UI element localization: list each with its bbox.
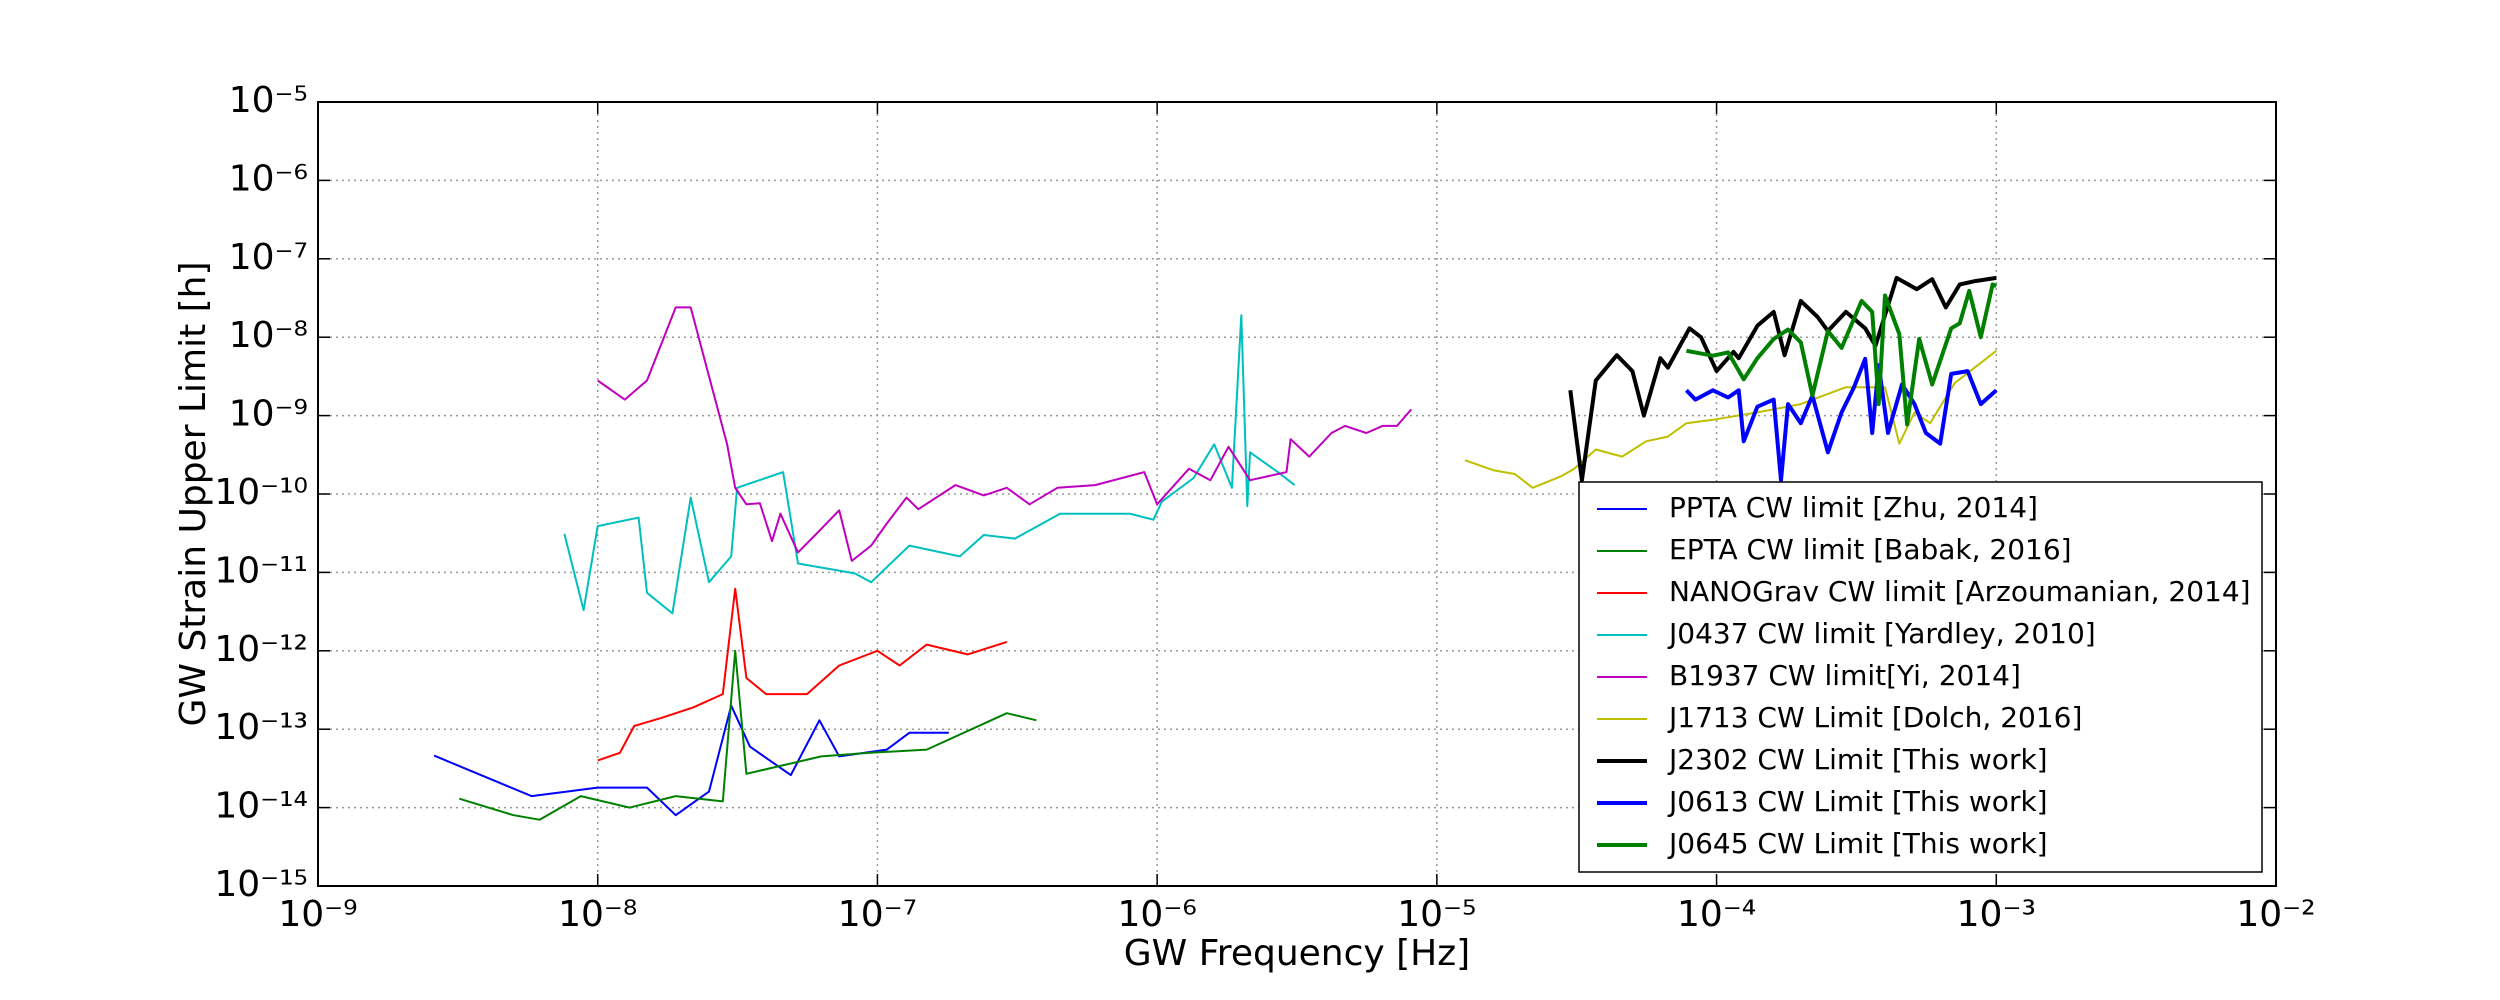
x-tick-label: 10⁻⁵ — [1397, 894, 1476, 935]
y-tick-label: 10⁻¹¹ — [214, 550, 308, 591]
series-line — [1684, 356, 1998, 483]
x-tick-label: 10⁻³ — [1957, 894, 2036, 935]
x-tick-label: 10⁻⁸ — [558, 894, 637, 935]
y-tick-label: 10⁻¹⁰ — [214, 472, 308, 513]
y-tick-label: 10⁻⁸ — [229, 315, 308, 356]
y-tick-label: 10⁻¹² — [214, 629, 308, 670]
legend-box — [1578, 481, 2263, 873]
plot-frame — [317, 101, 2277, 887]
legend-label: EPTA CW limit [Babak, 2016] — [1669, 533, 2072, 566]
legend-label: J1713 CW Limit [Dolch, 2016] — [1667, 701, 2082, 734]
y-tick-label: 10⁻⁹ — [229, 394, 308, 435]
series-line — [1464, 350, 1997, 489]
legend-label: B1937 CW limit[Yi, 2014] — [1669, 659, 2021, 692]
y-axis-label: GW Strain Upper Limit [h] — [173, 261, 214, 726]
y-tick-label: 10⁻¹³ — [214, 707, 308, 748]
x-tick-label: 10⁻⁴ — [1677, 894, 1756, 935]
legend-label: J0437 CW limit [Yardley, 2010] — [1667, 617, 2096, 650]
y-tick-label: 10⁻⁶ — [229, 158, 308, 199]
series-line — [459, 649, 1037, 821]
legend: PPTA CW limit [Zhu, 2014] EPTA CW limit [… — [1578, 481, 2263, 873]
series-line — [1686, 282, 1998, 427]
x-axis-label: GW Frequency [Hz] — [1124, 933, 1470, 974]
x-tick-label: 10⁻⁷ — [838, 894, 917, 935]
series-line — [1568, 275, 1997, 483]
series-line — [597, 306, 1413, 562]
y-tick-label: 10⁻¹⁴ — [214, 786, 308, 827]
series-line — [597, 587, 1008, 762]
y-tick-label: 10⁻⁵ — [229, 80, 308, 121]
y-tick-label: 10⁻¹⁵ — [214, 864, 308, 905]
legend-label: NANOGrav CW limit [Arzoumanian, 2014] — [1669, 575, 2251, 608]
legend-label: J0645 CW Limit [This work] — [1667, 827, 2048, 860]
series-line — [563, 314, 1296, 615]
legend-label: PPTA CW limit [Zhu, 2014] — [1669, 491, 2038, 524]
x-tick-label: 10⁻⁶ — [1118, 894, 1197, 935]
x-tick-label: 10⁻⁹ — [278, 894, 357, 935]
legend-label: J0613 CW Limit [This work] — [1667, 785, 2048, 818]
x-tick-label: 10⁻² — [2236, 894, 2315, 935]
series-line — [433, 704, 949, 817]
legend-label: J2302 CW Limit [This work] — [1667, 743, 2048, 776]
y-tick-label: 10⁻⁷ — [229, 237, 308, 278]
